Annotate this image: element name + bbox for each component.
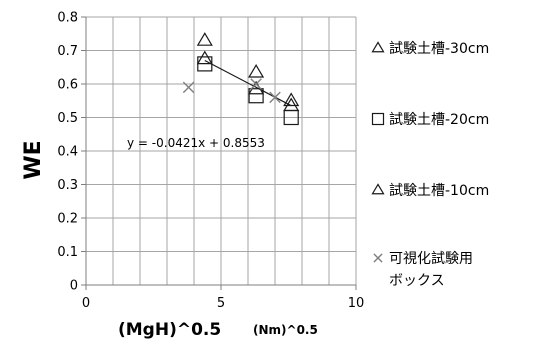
legend-label-1: 試験土槽-30cm [389,41,489,57]
trendline-group [204,59,292,107]
data-point-4 [182,81,195,94]
y-tick-label: 0.5 [57,111,78,126]
y-tick-label: 0.3 [57,178,78,193]
tick-labels: 0 0.1 0.2 0.3 0.4 0.5 0.6 0.7 0.8 0 5 10 [57,11,364,312]
trendline [204,59,292,107]
y-tick-label: 0.1 [57,245,78,260]
legend-label-4: 可視化試験用 [389,251,473,267]
x-marker-stroke [373,253,383,263]
y-tick-label: 0.8 [57,11,78,26]
x-marker-stroke [182,81,195,94]
data-point-1 [196,32,213,46]
x-marker-stroke [269,91,281,104]
legend-marker-3 [371,183,385,195]
data-point-1 [248,63,265,78]
y-tick-label: 0.7 [57,44,78,59]
axes [81,16,357,290]
data-point-1 [283,92,300,107]
legend-label-3: 試験土槽-10cm [389,183,489,199]
data-point-4 [269,91,281,104]
y-axis-label: WE [21,140,46,179]
legend-marker-4 [373,253,383,263]
x-axis-unit: (Nm)^0.5 [253,323,318,337]
x-axis-label: (MgH)^0.5 [118,320,221,340]
data-markers [182,32,300,126]
legend-label-2: 試験土槽-20cm [389,112,489,128]
x-marker-stroke [250,78,262,90]
y-tick-label: 0 [70,279,78,294]
data-point-3 [283,97,300,112]
trendline-equation: y = -0.0421x + 0.8553 [127,136,265,150]
y-tick-label: 0.6 [57,78,78,93]
y-tick-label: 0.2 [57,212,78,227]
grid-lines [86,16,357,285]
data-point-2 [248,88,264,104]
legend-marker-1 [371,41,385,53]
legend-marker-2 [371,112,385,126]
x-tick-label: 0 [82,296,90,311]
x-tick-label: 5 [217,296,225,311]
data-point-3 [196,50,213,65]
legend-label-4-cont: ボックス [389,273,445,289]
y-tick-label: 0.4 [57,145,78,160]
x-tick-label: 10 [348,296,365,311]
data-point-4 [250,78,262,90]
